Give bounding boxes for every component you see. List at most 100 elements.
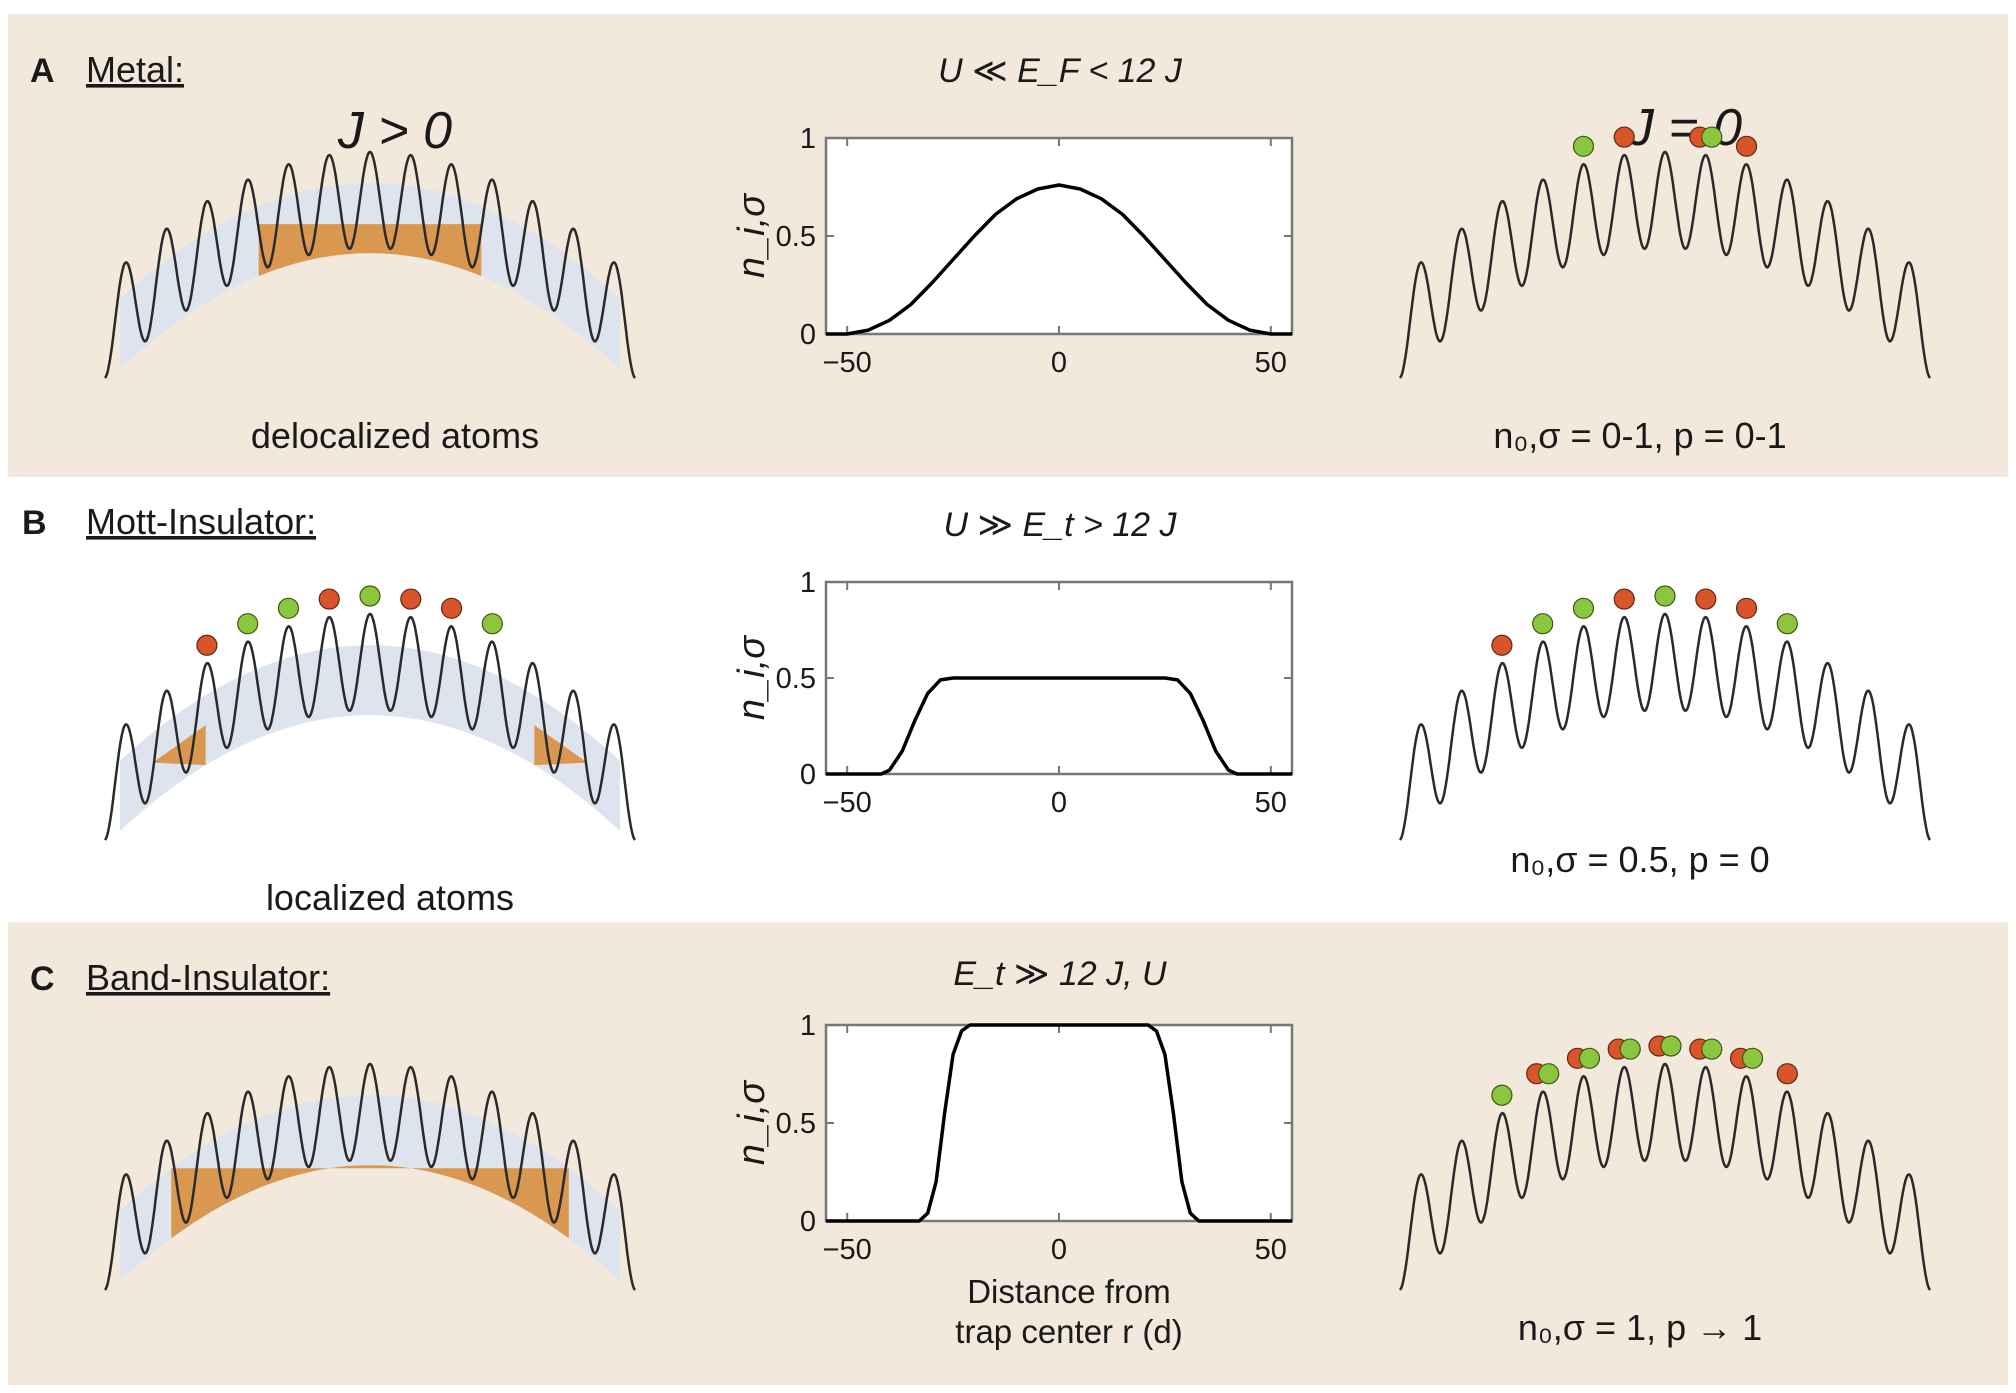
condition-b: U ≫ E_t > 12 J xyxy=(943,506,1177,544)
red-atom xyxy=(1491,634,1513,656)
green-atom xyxy=(1538,1063,1560,1085)
y-tick-label: 0 xyxy=(800,319,816,351)
x-tick-label: −50 xyxy=(823,347,872,379)
x-tick-label: 0 xyxy=(1051,347,1067,379)
green-atom xyxy=(1532,613,1554,635)
y-tick-label: 1 xyxy=(800,1010,816,1042)
y-tick-label: 1 xyxy=(800,123,816,155)
row-b-letter: B xyxy=(22,504,47,542)
green-atom xyxy=(1619,1038,1641,1060)
green-atom xyxy=(1660,1035,1682,1057)
y-axis-label: n_i,σ xyxy=(731,634,773,720)
density-curve xyxy=(826,183,1292,336)
lattice-right-2 xyxy=(1398,612,1932,841)
lattice-potential-curve xyxy=(103,612,637,841)
x-tick-label: 50 xyxy=(1255,1234,1287,1266)
lattice-left-1 xyxy=(103,150,637,379)
red-atom xyxy=(1735,135,1758,157)
row-b-name: Mott-Insulator: xyxy=(86,501,316,542)
atoms-row-3 xyxy=(1491,1035,1798,1106)
x-tick-label: 50 xyxy=(1255,787,1287,819)
row-a-name: Metal: xyxy=(86,49,184,90)
atoms-row-1 xyxy=(1572,126,1758,157)
green-atom xyxy=(1572,597,1595,619)
trap-band xyxy=(120,645,620,831)
green-atom xyxy=(1578,1047,1601,1069)
atoms-row-2 xyxy=(1491,585,1798,656)
green-atom xyxy=(1572,135,1595,157)
red-atom xyxy=(1613,588,1635,610)
condition-c: E_t ≫ 12 J, U xyxy=(953,955,1167,993)
green-atom xyxy=(1776,613,1798,635)
red-atom xyxy=(1695,588,1717,610)
condition-c-text: E_t ≫ 12 J, U xyxy=(953,955,1167,993)
density-curve xyxy=(826,1023,1292,1223)
x-tick-label: 0 xyxy=(1051,787,1067,819)
lattice-left-2 xyxy=(103,612,637,841)
lattice-right-3 xyxy=(1398,1062,1932,1291)
lattice-potential-curve xyxy=(1398,150,1932,379)
y-tick-label: 0 xyxy=(800,1206,816,1238)
j-zero-label: J = 0 xyxy=(1627,99,1742,157)
row-c-name: Band-Insulator: xyxy=(86,957,330,998)
green-atom xyxy=(1654,585,1676,607)
x-tick-label: −50 xyxy=(823,1234,872,1266)
green-atom xyxy=(1701,126,1723,148)
lattice-potential-curve xyxy=(1398,1062,1932,1291)
green-atom xyxy=(481,613,503,635)
red-atom xyxy=(400,588,422,610)
condition-a-text: U ≪ E_F < 12 J xyxy=(938,52,1183,90)
row-a-letter: A xyxy=(30,52,55,90)
caption-b-right: n₀,σ = 0.5, p = 0 xyxy=(1510,839,1769,880)
green-atom xyxy=(237,613,259,635)
lattice-left-3 xyxy=(103,1062,637,1291)
x-tick-label: 50 xyxy=(1255,347,1287,379)
lattice-diagrams xyxy=(103,126,1932,1291)
atom-density-fill xyxy=(171,1165,569,1239)
red-atom xyxy=(318,588,340,610)
x-axis-label-line1: Distance from xyxy=(967,1273,1171,1310)
lattice-potential-curve xyxy=(1398,612,1932,841)
red-atom xyxy=(440,597,463,619)
x-tick-label: 0 xyxy=(1051,1234,1067,1266)
red-atom xyxy=(1735,597,1758,619)
density-curve xyxy=(826,676,1292,776)
green-atom xyxy=(277,597,300,619)
trap-band xyxy=(120,183,620,369)
x-axis-label-line2: trap center r (d) xyxy=(955,1313,1182,1350)
y-tick-label: 0.5 xyxy=(776,1108,816,1140)
y-tick-label: 0.5 xyxy=(776,663,816,695)
caption-a-right: n₀,σ = 0-1, p = 0-1 xyxy=(1493,415,1786,456)
plot-frame xyxy=(824,1023,1294,1223)
header-b: B Mott-Insulator: xyxy=(22,501,316,542)
y-tick-label: 1 xyxy=(800,567,816,599)
trap-band xyxy=(120,1095,620,1281)
caption-delocalized: delocalized atoms xyxy=(251,415,539,456)
header-a: A Metal: xyxy=(30,49,184,90)
caption-c-right: n₀,σ = 1, p → 1 xyxy=(1518,1307,1762,1348)
plot-frame xyxy=(824,136,1294,336)
red-atom xyxy=(1613,126,1635,148)
green-atom xyxy=(1491,1084,1513,1106)
lattice-potential-curve xyxy=(103,1062,637,1291)
x-tick-label: −50 xyxy=(823,787,872,819)
red-atom xyxy=(1776,1063,1798,1085)
condition-a: U ≪ E_F < 12 J xyxy=(938,52,1183,90)
caption-localized: localized atoms xyxy=(266,877,514,918)
condition-b-text: U ≫ E_t > 12 J xyxy=(943,506,1177,544)
atoms-row-2 xyxy=(196,585,503,656)
red-atom xyxy=(196,634,218,656)
green-atom xyxy=(1701,1038,1723,1060)
y-tick-label: 0 xyxy=(800,759,816,791)
lattice-potential-curve xyxy=(103,150,637,379)
green-atom xyxy=(359,585,381,607)
row-c-letter: C xyxy=(30,960,55,998)
y-axis-label: n_i,σ xyxy=(731,1079,773,1165)
green-atom xyxy=(1741,1047,1764,1069)
j-positive-label: J > 0 xyxy=(337,102,452,160)
